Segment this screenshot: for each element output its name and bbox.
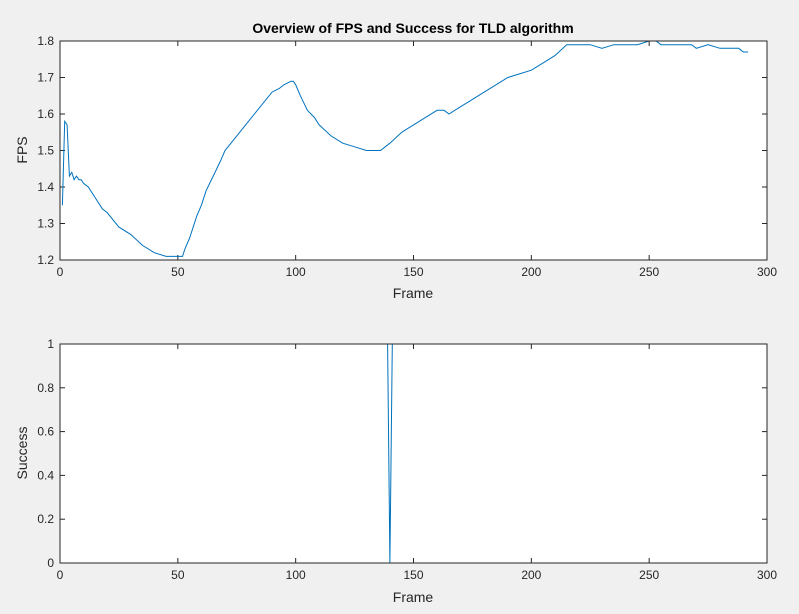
success-axes-box xyxy=(59,343,768,564)
success-x-tick-label: 200 xyxy=(521,568,541,582)
fps-y-tick-label: 1.2 xyxy=(37,253,54,267)
fps-x-tick-label: 250 xyxy=(639,265,659,279)
fps-axes-box xyxy=(59,40,768,261)
fps-y-axis-label: FPS xyxy=(14,136,30,163)
fps-x-tick-label: 150 xyxy=(403,265,423,279)
success-x-tick-label: 250 xyxy=(639,568,659,582)
success-y-tick-label: 0.4 xyxy=(37,468,54,482)
fps-x-tick-label: 0 xyxy=(57,265,64,279)
fps-plot-area xyxy=(60,41,767,260)
fps-x-tick-label: 200 xyxy=(521,265,541,279)
success-axes: Frame Success 0 50 100 150 200 250 300 0 0.2 0.4 0… xyxy=(14,337,777,605)
success-y-tick-label: 0 xyxy=(47,556,54,570)
success-x-axis-label: Frame xyxy=(393,589,434,605)
fps-y-tick-label: 1.7 xyxy=(37,71,54,85)
success-y-tick-label: 0.8 xyxy=(37,381,54,395)
success-y-axis-label: Success xyxy=(14,427,30,480)
success-y-tick-label: 0.6 xyxy=(37,425,54,439)
success-x-tick-label: 50 xyxy=(171,568,185,582)
fps-x-tick-label: 300 xyxy=(757,265,777,279)
chart-title: Overview of FPS and Success for TLD algo… xyxy=(252,20,573,36)
success-x-tick-label: 0 xyxy=(57,568,64,582)
success-y-tick-label: 1 xyxy=(47,337,54,351)
fps-y-tick-label: 1.5 xyxy=(37,144,54,158)
fps-y-tick-label: 1.8 xyxy=(37,34,54,48)
success-x-tick-label: 100 xyxy=(286,568,306,582)
fps-x-tick-label: 50 xyxy=(171,265,185,279)
fps-x-tick-label: 100 xyxy=(286,265,306,279)
success-y-tick-label: 0.2 xyxy=(37,512,54,526)
success-plot-area xyxy=(60,344,767,563)
fps-y-tick-label: 1.3 xyxy=(37,217,54,231)
fps-y-tick-label: 1.4 xyxy=(37,180,54,194)
success-x-tick-label: 300 xyxy=(757,568,777,582)
fps-x-axis-label: Frame xyxy=(393,285,434,301)
fps-y-tick-label: 1.6 xyxy=(37,107,54,121)
fps-axes: Overview of FPS and Success for TLD algo… xyxy=(14,20,777,301)
success-x-tick-label: 150 xyxy=(403,568,423,582)
fps-series-line xyxy=(61,40,749,257)
